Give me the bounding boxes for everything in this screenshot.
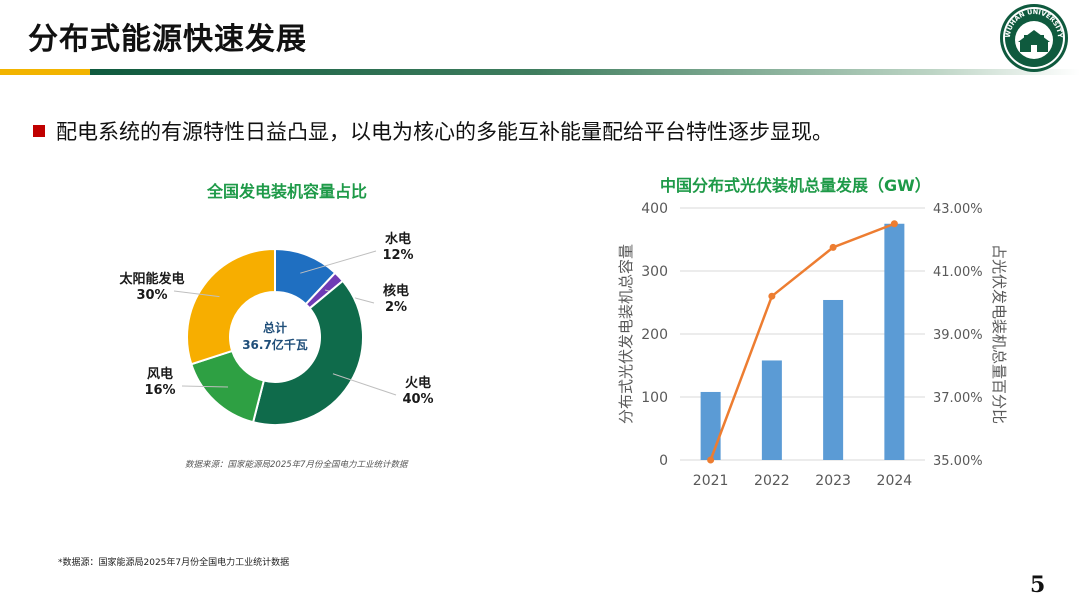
- share-line: [709, 222, 895, 461]
- donut-slice-thermal: [251, 279, 364, 426]
- share-point-2024: [890, 220, 898, 228]
- y2-tick-label: 43.00%: [933, 202, 983, 217]
- bar-2022: [761, 360, 782, 460]
- donut-label-nuclear: 核电: [383, 283, 409, 299]
- bullet-text: 配电系统的有源特性日益凸显，以电为核心的多能互补能量配给平台特性逐步显现。: [56, 120, 833, 144]
- y2-tick-label: 41.00%: [933, 265, 983, 280]
- x-tick-label: 2022: [754, 473, 790, 489]
- donut-leader-thermal: [332, 373, 397, 396]
- title-rule-accent: [0, 69, 90, 75]
- y-axis-title: 分布式光伏发电装机总容量: [617, 244, 635, 424]
- bar-chart-title: 中国分布式光伏装机总量发展（GW）: [660, 176, 931, 195]
- share-point-2021: [707, 456, 715, 464]
- donut-label-thermal: 火电: [405, 375, 431, 391]
- donut-label-wind: 风电: [147, 366, 173, 382]
- y-tick-label: 400: [641, 201, 668, 217]
- donut-value-hydro: 12%: [382, 248, 413, 263]
- share-point-2023: [829, 243, 837, 251]
- y-tick-label: 100: [641, 390, 668, 406]
- y-tick-label: 300: [641, 264, 668, 280]
- y2-axis-title: 占光伏发电装机总量百分比: [990, 244, 1008, 424]
- x-tick-label: 2024: [877, 473, 913, 489]
- x-tick-label: 2023: [815, 473, 851, 489]
- x-tick-label: 2021: [693, 473, 729, 489]
- donut-leader-hydro: [300, 250, 377, 274]
- bar-2024: [884, 223, 905, 460]
- y2-tick-label: 37.00%: [933, 391, 983, 406]
- donut-slice-solar: [186, 247, 276, 366]
- distributed-pv-combo-chart: 0 100 200 300 400 35.00% 37.00% 39.00% 41.00% 43.…: [617, 201, 1008, 489]
- slide-title: 分布式能源快速发展: [28, 22, 307, 57]
- donut-leader-solar: [173, 290, 220, 298]
- donut-value-wind: 16%: [144, 383, 175, 398]
- bullet-marker: [33, 125, 45, 137]
- donut-value-thermal: 40%: [402, 392, 433, 407]
- page-number: 5: [1030, 572, 1046, 598]
- y2-tick-label: 35.00%: [933, 454, 983, 469]
- y2-tick-label: 39.00%: [933, 328, 983, 343]
- donut-value-nuclear: 2%: [385, 300, 407, 315]
- footnote: *数据源：国家能源局2025年7月份全国电力工业统计数据: [58, 558, 290, 568]
- donut-label-hydro: 水电: [385, 231, 411, 247]
- donut-source-note: 数据来源：国家能源局2025年7月份全国电力工业统计数据: [185, 460, 408, 470]
- donut-center-label: 总计: [263, 320, 287, 335]
- y-tick-label: 0: [659, 453, 668, 469]
- university-logo: WUHAN UNIVERSITY: [1000, 4, 1068, 72]
- donut-chart-title: 全国发电装机容量占比: [207, 182, 368, 201]
- title-rule: [90, 69, 1080, 75]
- share-point-2022: [768, 292, 776, 300]
- donut-value-solar: 30%: [136, 288, 167, 303]
- y-tick-label: 200: [641, 327, 668, 343]
- bar-2021: [700, 391, 721, 460]
- bar-2023: [823, 299, 844, 460]
- donut-center-value: 36.7亿千瓦: [242, 337, 308, 352]
- donut-leader-wind: [181, 385, 229, 388]
- donut-label-solar: 太阳能发电: [118, 271, 184, 287]
